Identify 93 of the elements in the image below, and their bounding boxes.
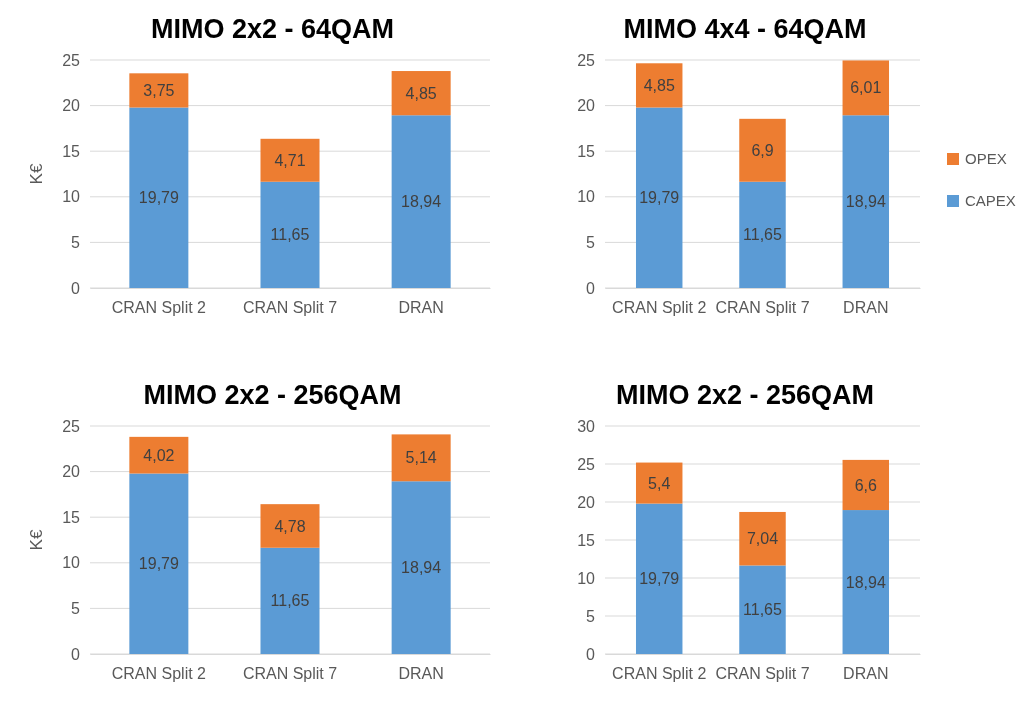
bar	[635, 63, 683, 108]
data-label: 19,79	[639, 189, 680, 207]
data-label: 5,4	[648, 474, 671, 492]
x-tick-label: CRAN Split 7	[242, 299, 338, 317]
y-tick-label: 5	[586, 607, 596, 625]
bar	[635, 107, 683, 288]
data-label: 6,01	[850, 79, 882, 97]
data-label: 19,79	[138, 555, 179, 573]
y-tick-label: 30	[577, 417, 596, 435]
y-tick-label: 25	[62, 417, 81, 435]
y-tick-label: 0	[586, 279, 596, 297]
bar	[635, 503, 683, 654]
data-label: 11,65	[270, 592, 310, 610]
bar	[260, 504, 320, 548]
y-tick-label: 5	[71, 600, 81, 618]
data-label: 7,04	[746, 530, 779, 548]
data-label: 18,94	[401, 193, 442, 211]
x-tick-label: CRAN Split 7	[715, 665, 810, 683]
y-tick-label: 10	[577, 569, 596, 587]
y-tick-label: 25	[577, 51, 596, 69]
y-tick-label: 25	[62, 51, 81, 69]
data-label: 18,94	[401, 559, 442, 577]
y-tick-label: 25	[577, 455, 596, 473]
x-tick-label: DRAN	[398, 665, 444, 683]
data-label: 19,79	[639, 570, 680, 588]
bar	[129, 473, 189, 654]
bar	[842, 510, 890, 654]
data-label: 4,71	[274, 151, 306, 169]
data-label: 11,65	[743, 601, 783, 619]
y-tick-label: 20	[62, 97, 81, 115]
x-tick-label: DRAN	[398, 299, 444, 317]
bar	[391, 481, 451, 654]
chart-title: MIMO 2x2 - 256QAM	[615, 380, 875, 410]
y-axis-title: K€	[27, 529, 46, 551]
x-tick-label: CRAN Split 2	[612, 299, 707, 317]
x-tick-label: CRAN Split 2	[612, 665, 707, 683]
bar	[260, 181, 320, 288]
y-tick-label: 5	[586, 234, 596, 252]
y-tick-label: 15	[62, 508, 81, 526]
data-label: 4,85	[643, 77, 675, 94]
bar	[129, 73, 189, 108]
bar	[260, 547, 320, 654]
y-tick-label: 15	[577, 142, 596, 160]
y-tick-label: 0	[586, 645, 596, 663]
legend-label: OPEX	[965, 150, 1007, 168]
bar	[842, 115, 890, 288]
bar	[129, 436, 189, 474]
data-label: 18,94	[845, 573, 886, 591]
data-label: 19,79	[138, 189, 179, 207]
x-tick-label: CRAN Split 7	[715, 299, 810, 317]
x-tick-label: CRAN Split 7	[242, 665, 338, 683]
bar	[739, 565, 786, 654]
chart-title: MIMO 2x2 - 256QAM	[143, 380, 402, 410]
y-tick-label: 5	[71, 234, 81, 252]
data-label: 18,94	[845, 193, 886, 211]
y-tick-label: 15	[62, 142, 81, 160]
x-tick-label: DRAN	[843, 665, 889, 683]
y-tick-label: 10	[62, 554, 81, 572]
y-tick-label: 10	[577, 188, 596, 206]
y-tick-label: 10	[62, 188, 81, 206]
x-tick-label: CRAN Split 2	[111, 299, 207, 317]
y-tick-label: 20	[577, 97, 596, 115]
x-tick-label: CRAN Split 2	[111, 665, 207, 683]
data-label: 4,85	[405, 84, 437, 102]
y-tick-label: 20	[62, 463, 81, 481]
data-label: 11,65	[270, 226, 310, 244]
x-tick-label: DRAN	[843, 299, 889, 317]
bar	[391, 71, 451, 116]
y-tick-label: 20	[577, 493, 596, 511]
data-label: 4,02	[143, 446, 175, 464]
bar	[391, 115, 451, 288]
bar	[129, 107, 189, 288]
legend-label: CAPEX	[965, 192, 1016, 210]
data-label: 6,9	[751, 141, 774, 159]
data-label: 3,75	[143, 82, 175, 100]
data-label: 11,65	[743, 226, 783, 244]
data-label: 6,6	[854, 476, 877, 494]
chart-title: MIMO 2x2 - 64QAM	[150, 14, 395, 44]
bar	[739, 181, 786, 288]
bar	[739, 511, 786, 566]
chart-title: MIMO 4x4 - 64QAM	[623, 14, 867, 44]
data-label: 4,78	[274, 517, 306, 535]
data-label: 5,14	[405, 449, 437, 467]
bar	[635, 462, 683, 504]
bar	[842, 60, 890, 116]
y-tick-label: 0	[71, 645, 81, 663]
y-axis-title: K€	[27, 163, 46, 185]
y-tick-label: 0	[71, 279, 81, 297]
bar	[260, 138, 320, 182]
bar	[391, 434, 451, 482]
bar	[739, 118, 786, 182]
y-tick-label: 15	[577, 531, 596, 549]
bar	[842, 459, 890, 511]
